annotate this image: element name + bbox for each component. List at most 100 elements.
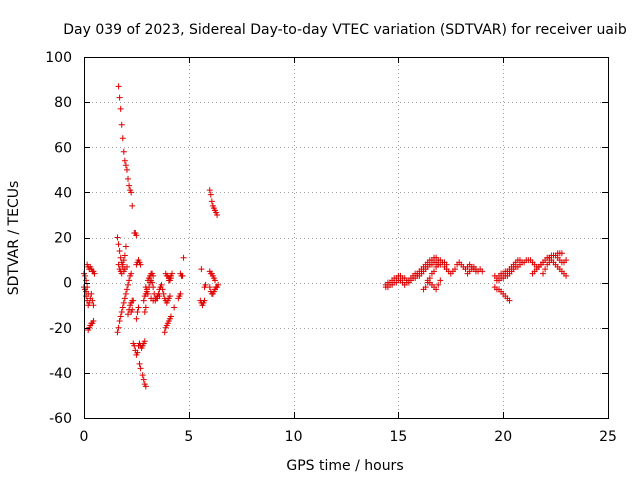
data-point (128, 189, 135, 196)
x-tick-label: 10 (285, 429, 303, 445)
data-point (114, 329, 121, 336)
y-tick-label: 80 (54, 95, 72, 111)
data-point (144, 290, 151, 297)
data-point (126, 182, 133, 189)
data-point (506, 297, 513, 304)
data-point (169, 270, 176, 277)
data-point (115, 83, 122, 90)
y-tick-label: 20 (54, 231, 72, 247)
y-tick-label: 0 (63, 276, 72, 292)
data-point (141, 338, 148, 345)
data-point (159, 286, 166, 293)
data-point (140, 297, 147, 304)
data-point (558, 250, 565, 257)
data-point (142, 304, 149, 311)
data-point (137, 261, 144, 268)
data-point (134, 349, 141, 356)
data-point (123, 286, 130, 293)
data-point (135, 304, 142, 311)
data-point (540, 270, 547, 277)
data-point (167, 275, 174, 282)
data-point (133, 315, 140, 322)
data-point (139, 372, 146, 379)
data-point (90, 302, 97, 309)
data-point (115, 324, 122, 331)
y-tick-label: 100 (45, 50, 72, 66)
data-point (437, 277, 444, 284)
data-point (121, 157, 128, 164)
data-points (81, 83, 570, 390)
x-tick-label: 15 (389, 429, 407, 445)
data-point (158, 281, 165, 288)
data-point (121, 252, 128, 259)
data-point (140, 376, 147, 383)
y-tick-label: -20 (49, 321, 72, 337)
data-point (123, 166, 130, 173)
data-point (120, 299, 127, 306)
data-point (141, 308, 148, 315)
data-point (542, 266, 549, 273)
data-point (180, 254, 187, 261)
data-point (136, 360, 143, 367)
plot-frame (84, 57, 609, 419)
data-point (114, 234, 121, 241)
data-point (123, 263, 130, 270)
data-point (115, 241, 122, 248)
data-point (161, 329, 168, 336)
data-point (160, 290, 167, 297)
data-point (117, 254, 124, 261)
data-point (150, 272, 157, 279)
data-point (118, 121, 125, 128)
data-point (215, 281, 222, 288)
data-point (516, 261, 523, 268)
axis-tick-labels: 0 5 10 15 20 25 -60 -40 -20 0 20 40 60 80 100 (45, 50, 617, 445)
data-point (137, 365, 144, 372)
data-point (129, 306, 136, 313)
data-point (116, 94, 123, 101)
data-point (142, 383, 149, 390)
data-point (212, 277, 218, 284)
data-point (90, 317, 97, 324)
data-point (120, 148, 127, 155)
data-point (133, 232, 140, 239)
data-point (91, 270, 98, 277)
y-tick-label: 60 (54, 140, 72, 156)
x-tick-label: 20 (494, 429, 512, 445)
data-point (198, 266, 205, 273)
data-point (130, 297, 137, 304)
data-point (150, 284, 157, 291)
chart-title: Day 039 of 2023, Sidereal Day-to-day VTE… (63, 22, 627, 38)
data-point (177, 290, 184, 297)
data-point (119, 135, 126, 142)
data-point (88, 290, 95, 297)
data-point (167, 313, 174, 320)
grid (84, 57, 608, 418)
data-point (119, 304, 126, 311)
data-point (540, 259, 547, 266)
y-tick-label: -60 (49, 411, 72, 427)
data-point (563, 272, 570, 279)
data-point (116, 317, 123, 324)
data-point (156, 293, 163, 300)
y-tick-label: 40 (54, 185, 72, 201)
data-point (125, 311, 132, 318)
data-point (437, 261, 444, 268)
data-point (134, 308, 141, 315)
data-point (201, 297, 208, 304)
data-point (433, 286, 440, 293)
data-point (202, 281, 209, 288)
data-point (563, 257, 570, 264)
x-tick-label: 25 (599, 429, 617, 445)
data-point (125, 175, 132, 182)
data-point (115, 261, 122, 268)
data-point (117, 105, 124, 112)
data-point (117, 313, 124, 320)
data-point (479, 268, 486, 275)
data-point (206, 284, 213, 291)
data-point (82, 272, 89, 279)
data-point (166, 293, 173, 300)
data-point (451, 266, 458, 273)
data-point (129, 202, 136, 209)
data-point (116, 248, 123, 255)
